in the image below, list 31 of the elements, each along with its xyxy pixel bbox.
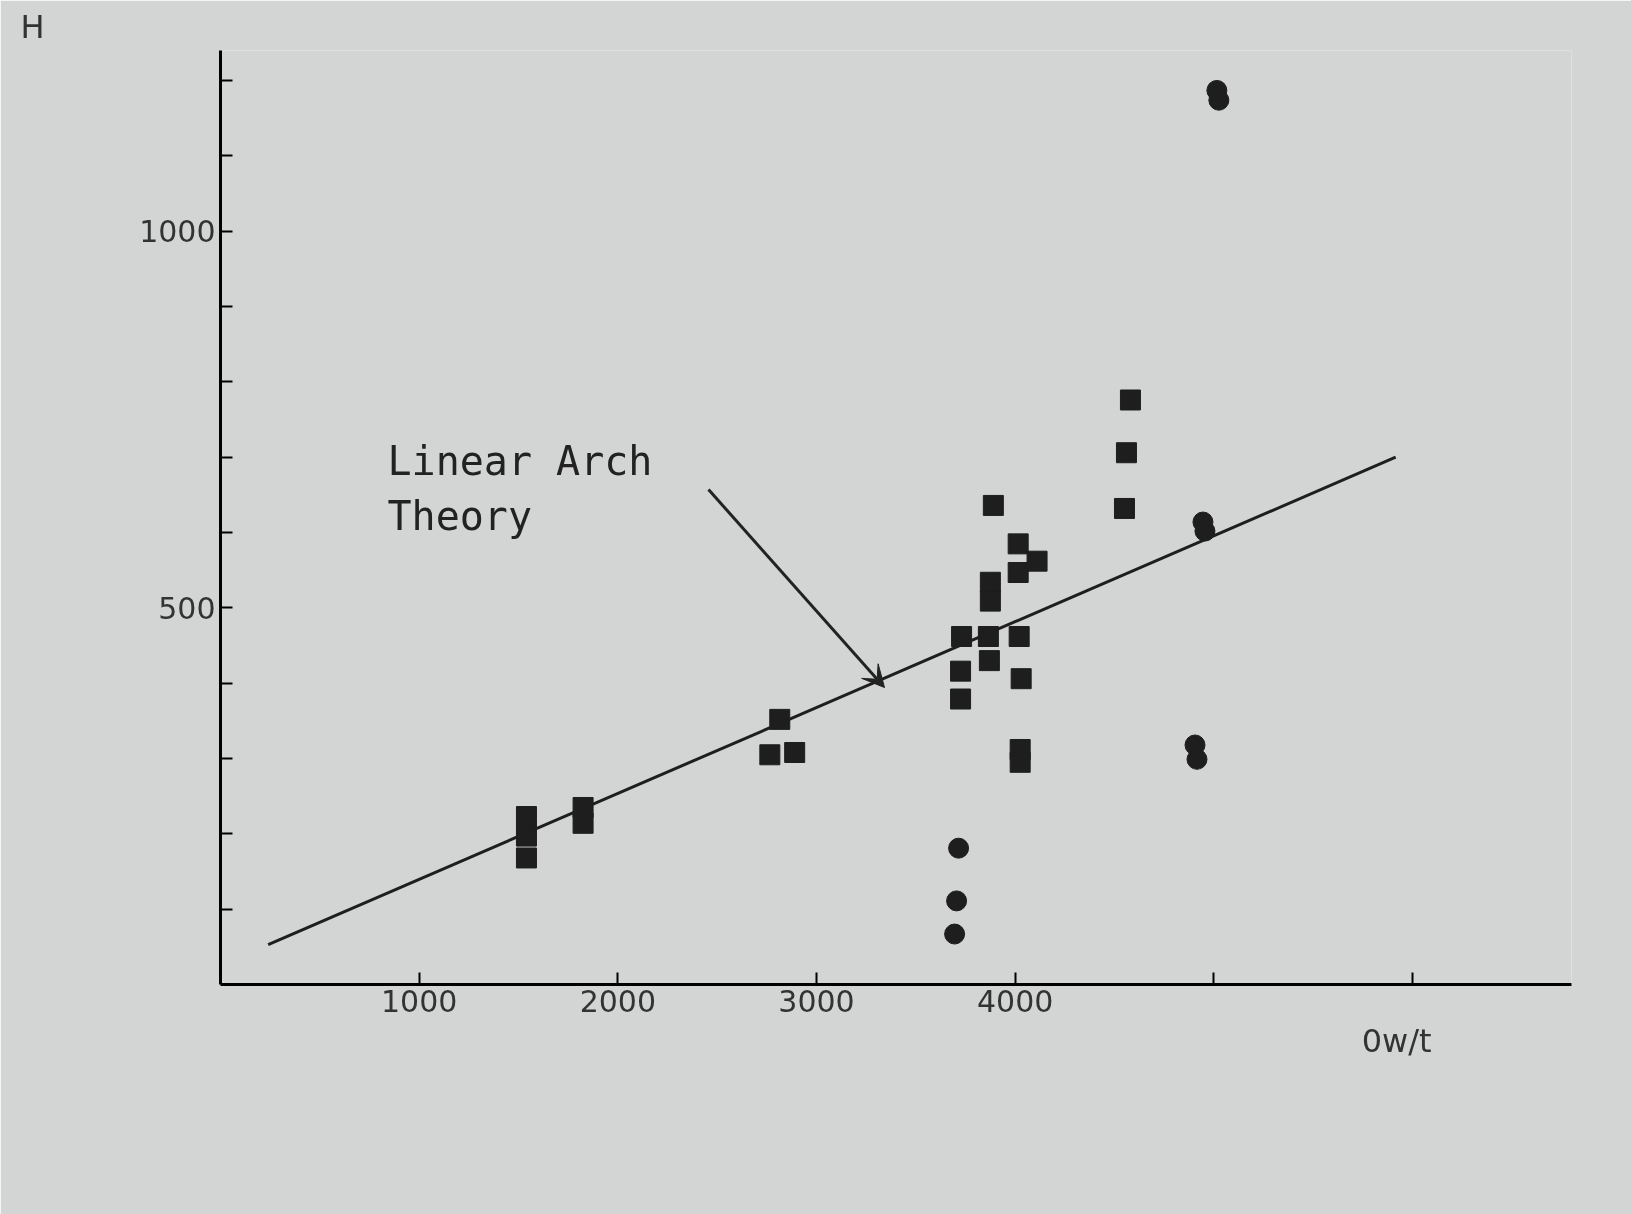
x-tick-label: 2000 — [579, 983, 657, 1019]
point — [979, 590, 1001, 612]
point — [948, 837, 970, 859]
point — [978, 650, 1000, 672]
point — [1119, 389, 1141, 411]
point — [950, 688, 972, 710]
point — [1115, 442, 1137, 464]
point — [1009, 751, 1031, 773]
point — [572, 812, 594, 834]
y-tick-label: 500 — [158, 590, 216, 626]
point — [982, 494, 1004, 516]
point — [1008, 626, 1030, 648]
x-tick-label: 3000 — [778, 983, 855, 1019]
point — [1113, 497, 1135, 519]
x-axis-title: 0w/t — [1361, 1021, 1432, 1060]
y-axis-title: H — [20, 7, 45, 46]
point — [944, 923, 966, 945]
point — [1026, 550, 1048, 572]
point — [1007, 533, 1029, 555]
annotation: Linear Arch Theory — [387, 437, 653, 539]
point — [515, 806, 537, 828]
point — [1010, 668, 1032, 690]
point — [515, 847, 537, 869]
point — [759, 744, 781, 766]
point — [1186, 748, 1208, 770]
point — [946, 890, 968, 912]
x-tick-label: 4000 — [977, 983, 1054, 1019]
point — [950, 660, 972, 682]
point — [1007, 561, 1029, 583]
point — [784, 742, 806, 764]
x-tick-label: 1000 — [381, 983, 458, 1019]
